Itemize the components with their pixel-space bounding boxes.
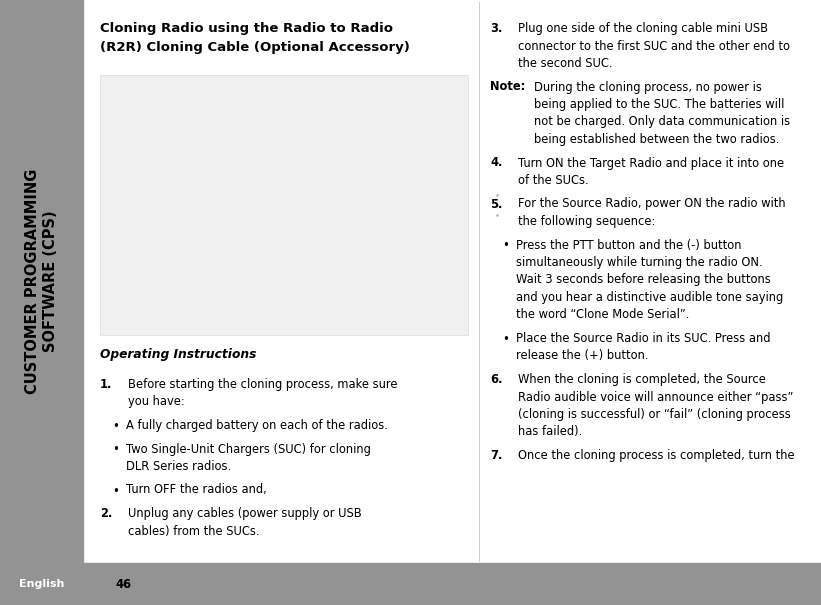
Text: and you hear a distinctive audible tone saying: and you hear a distinctive audible tone … <box>516 291 783 304</box>
Text: English: English <box>19 579 64 589</box>
Text: Note:: Note: <box>490 80 525 94</box>
Text: •: • <box>502 240 509 252</box>
Text: 5.: 5. <box>490 197 502 211</box>
Text: release the (+) button.: release the (+) button. <box>516 350 649 362</box>
Text: Two Single-Unit Chargers (SUC) for cloning: Two Single-Unit Chargers (SUC) for cloni… <box>126 442 371 456</box>
Text: When the cloning is completed, the Source: When the cloning is completed, the Sourc… <box>518 373 766 386</box>
Text: the second SUC.: the second SUC. <box>518 57 612 70</box>
Text: Once the cloning process is completed, turn the: Once the cloning process is completed, t… <box>518 449 795 462</box>
Text: Place the Source Radio in its SUC. Press and: Place the Source Radio in its SUC. Press… <box>516 332 770 345</box>
Text: being established between the two radios.: being established between the two radios… <box>534 133 779 146</box>
Text: you have:: you have: <box>128 396 185 408</box>
Text: cables) from the SUCs.: cables) from the SUCs. <box>128 525 259 537</box>
Text: simultaneously while turning the radio ON.: simultaneously while turning the radio O… <box>516 256 763 269</box>
Text: CUSTOMER PROGRAMMING
SOFTWARE (CPS): CUSTOMER PROGRAMMING SOFTWARE (CPS) <box>25 169 57 394</box>
Text: A fully charged battery on each of the radios.: A fully charged battery on each of the r… <box>126 419 388 432</box>
Bar <box>100 75 468 335</box>
Text: Before starting the cloning process, make sure: Before starting the cloning process, mak… <box>128 378 397 391</box>
Text: Plug one side of the cloning cable mini USB: Plug one side of the cloning cable mini … <box>518 22 768 35</box>
Text: 2.: 2. <box>100 507 112 520</box>
Text: Turn ON the Target Radio and place it into one: Turn ON the Target Radio and place it in… <box>518 157 784 169</box>
Text: connector to the first SUC and the other end to: connector to the first SUC and the other… <box>518 39 790 53</box>
Text: 1.: 1. <box>100 378 112 391</box>
Text: •: • <box>112 420 119 433</box>
Text: Unplug any cables (power supply or USB: Unplug any cables (power supply or USB <box>128 507 362 520</box>
Text: of the SUCs.: of the SUCs. <box>518 174 589 187</box>
Text: has failed).: has failed). <box>518 425 582 439</box>
Text: Operating Instructions: Operating Instructions <box>100 348 256 361</box>
Text: For the Source Radio, power ON the radio with: For the Source Radio, power ON the radio… <box>518 197 786 211</box>
Text: •: • <box>112 485 119 497</box>
Text: Cloning Radio using the Radio to Radio: Cloning Radio using the Radio to Radio <box>100 22 393 35</box>
Text: the following sequence:: the following sequence: <box>518 215 655 228</box>
Text: 3.: 3. <box>490 22 502 35</box>
Text: 4.: 4. <box>490 157 502 169</box>
Text: •: • <box>112 443 119 457</box>
Text: Turn OFF the radios and,: Turn OFF the radios and, <box>126 483 267 497</box>
Text: not be charged. Only data communication is: not be charged. Only data communication … <box>534 116 790 128</box>
Text: (cloning is successful) or “fail” (cloning process: (cloning is successful) or “fail” (cloni… <box>518 408 791 421</box>
Text: During the cloning process, no power is: During the cloning process, no power is <box>534 80 762 94</box>
Text: 7.: 7. <box>490 449 502 462</box>
Text: Wait 3 seconds before releasing the buttons: Wait 3 seconds before releasing the butt… <box>516 273 771 287</box>
Text: (R2R) Cloning Cable (Optional Accessory): (R2R) Cloning Cable (Optional Accessory) <box>100 42 410 54</box>
Bar <box>0 563 821 605</box>
Text: 6.: 6. <box>490 373 502 386</box>
Text: Press the PTT button and the (-) button: Press the PTT button and the (-) button <box>516 238 741 252</box>
Text: Radio audible voice will announce either “pass”: Radio audible voice will announce either… <box>518 390 793 404</box>
Text: •: • <box>502 333 509 346</box>
Text: being applied to the SUC. The batteries will: being applied to the SUC. The batteries … <box>534 98 784 111</box>
Text: the word “Clone Mode Serial”.: the word “Clone Mode Serial”. <box>516 309 690 321</box>
Text: 46: 46 <box>115 578 131 590</box>
Bar <box>0 0 83 563</box>
Text: DLR Series radios.: DLR Series radios. <box>126 460 232 473</box>
